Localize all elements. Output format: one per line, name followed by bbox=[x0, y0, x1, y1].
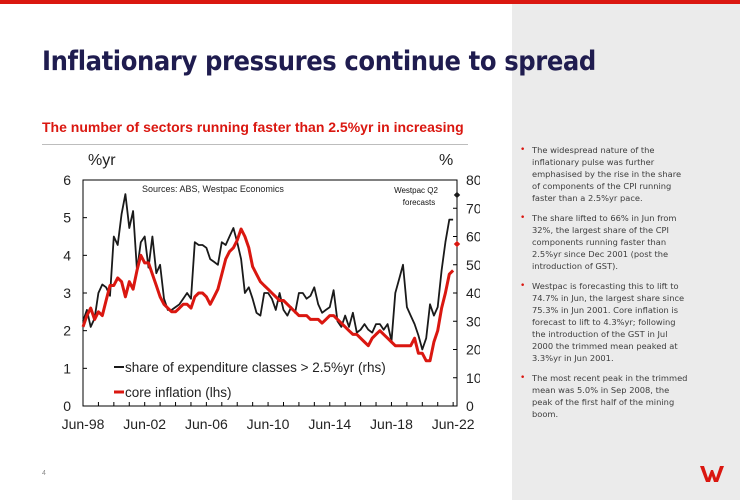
westpac-logo-icon bbox=[700, 466, 724, 482]
top-accent-bar bbox=[0, 0, 740, 4]
x-tick-label: Jun-22 bbox=[432, 416, 475, 432]
x-tick-label: Jun-14 bbox=[308, 416, 351, 432]
x-tick-label: Jun-02 bbox=[123, 416, 166, 432]
subtitle-divider bbox=[42, 144, 468, 145]
forecast-label-line1: Westpac Q2 bbox=[394, 186, 438, 195]
bullet-item: The share lifted to 66% in Jun from 32%,… bbox=[520, 212, 690, 272]
page-number: 4 bbox=[42, 470, 46, 477]
right-tick-label: 60 bbox=[466, 229, 480, 245]
core-forecast-marker bbox=[453, 240, 461, 248]
x-tick-label: Jun-18 bbox=[370, 416, 413, 432]
forecast-label-line2: forecasts bbox=[403, 198, 435, 207]
right-tick-label: 50 bbox=[466, 257, 480, 273]
chart-subtitle: The number of sectors running faster tha… bbox=[42, 119, 464, 135]
left-tick-label: 3 bbox=[63, 285, 71, 301]
left-axis: 0 1 2 3 4 5 6 bbox=[63, 172, 87, 414]
left-tick-label: 5 bbox=[63, 210, 71, 226]
source-note: Sources: ABS, Westpac Economics bbox=[142, 184, 284, 194]
right-tick-label: 80 bbox=[466, 172, 480, 188]
left-tick-label: 1 bbox=[63, 360, 71, 376]
bullet-item: The most recent peak in the trimmed mean… bbox=[520, 372, 690, 420]
right-tick-label: 20 bbox=[466, 342, 480, 358]
x-tick-label: Jun-10 bbox=[247, 416, 290, 432]
bullet-item: Westpac is forecasting this to lift to 7… bbox=[520, 280, 690, 364]
chart-legend: share of expenditure classes > 2.5%yr (r… bbox=[114, 360, 386, 400]
x-tick-label: Jun-06 bbox=[185, 416, 228, 432]
commentary-bullets: The widespread nature of the inflationar… bbox=[520, 144, 690, 428]
left-unit-label: %yr bbox=[88, 152, 116, 169]
core-inflation-series-line bbox=[81, 227, 455, 363]
bullet-item: The widespread nature of the inflationar… bbox=[520, 144, 690, 204]
share-forecast-marker bbox=[453, 191, 461, 199]
x-axis: Jun-98 Jun-02 Jun-06 Jun-10 Jun-14 Jun-18 Jun-… bbox=[62, 402, 475, 432]
right-tick-label: 10 bbox=[466, 370, 480, 386]
right-tick-label: 70 bbox=[466, 200, 480, 216]
left-tick-label: 6 bbox=[63, 172, 71, 188]
right-tick-label: 40 bbox=[466, 285, 480, 301]
left-tick-label: 0 bbox=[63, 398, 71, 414]
left-tick-label: 4 bbox=[63, 247, 71, 263]
right-axis: 0 10 20 30 40 50 60 70 80 bbox=[453, 172, 480, 414]
right-tick-label: 30 bbox=[466, 313, 480, 329]
legend-label-share: share of expenditure classes > 2.5%yr (r… bbox=[125, 360, 386, 375]
right-unit-label: % bbox=[439, 152, 453, 169]
right-tick-label: 0 bbox=[466, 398, 474, 414]
x-tick-label: Jun-98 bbox=[62, 416, 105, 432]
page-title: Inflationary pressures continue to sprea… bbox=[42, 46, 596, 77]
legend-label-core: core inflation (lhs) bbox=[125, 385, 232, 400]
left-tick-label: 2 bbox=[63, 323, 71, 339]
